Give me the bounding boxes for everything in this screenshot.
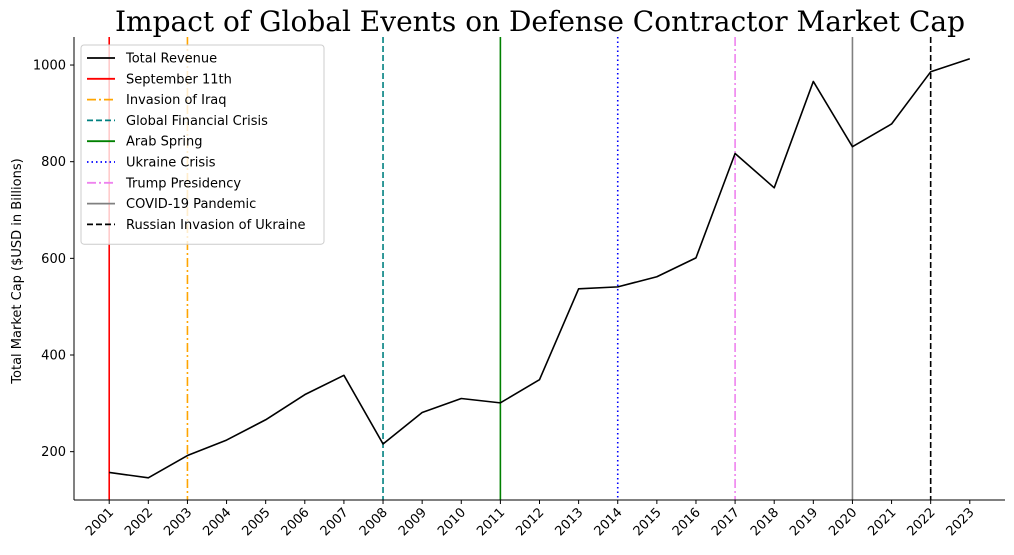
legend-label-2: Invasion of Iraq bbox=[126, 93, 227, 108]
y-ticks: 200 400 600 800 1000 bbox=[33, 59, 74, 460]
legend-label-8: Russian Invasion of Ukraine bbox=[126, 218, 306, 233]
legend-label-3: Global Financial Crisis bbox=[126, 114, 268, 129]
y-tick-label-4: 1000 bbox=[33, 59, 66, 74]
x-tick-label-9: 2010 bbox=[435, 505, 469, 539]
x-tick-label-10: 2011 bbox=[474, 505, 508, 539]
series-lines bbox=[109, 57, 971, 479]
x-tick-label-0: 2001 bbox=[83, 505, 117, 539]
y-tick-label-2: 600 bbox=[41, 252, 66, 267]
x-tick-label-16: 2017 bbox=[709, 505, 743, 539]
x-tick-label-18: 2019 bbox=[787, 505, 821, 539]
event-lines bbox=[108, 37, 932, 500]
legend-label-1: September 11th bbox=[126, 72, 232, 87]
legend-label-4: Arab Spring bbox=[126, 135, 203, 150]
x-tick-label-11: 2012 bbox=[513, 505, 547, 539]
x-tick-label-13: 2014 bbox=[592, 505, 626, 539]
x-ticks: 2001 2002 2003 2004 2005 2006 2007 2008 2009 2010… bbox=[83, 500, 978, 539]
x-tick-label-20: 2021 bbox=[865, 505, 899, 539]
x-tick-label-3: 2004 bbox=[200, 505, 234, 539]
x-tick-label-1: 2002 bbox=[122, 505, 156, 539]
series-line-0 bbox=[109, 57, 971, 479]
x-tick-label-5: 2006 bbox=[279, 505, 313, 539]
x-tick-label-15: 2016 bbox=[670, 505, 704, 539]
x-tick-label-6: 2007 bbox=[318, 505, 352, 539]
legend-label-5: Ukraine Crisis bbox=[126, 156, 216, 171]
x-tick-label-21: 2022 bbox=[905, 505, 939, 539]
legend: Total Revenue September 11th Invasion of I… bbox=[80, 44, 325, 245]
legend-label-0: Total Revenue bbox=[125, 52, 217, 67]
x-tick-label-2: 2003 bbox=[161, 505, 195, 539]
y-tick-label-1: 400 bbox=[41, 349, 66, 364]
x-tick-label-17: 2018 bbox=[748, 505, 782, 539]
x-tick-label-19: 2020 bbox=[826, 505, 860, 539]
y-tick-label-3: 800 bbox=[41, 155, 66, 170]
y-tick-label-0: 200 bbox=[41, 445, 66, 460]
x-tick-label-14: 2015 bbox=[631, 505, 665, 539]
chart-title: Impact of Global Events on Defense Contr… bbox=[115, 5, 965, 38]
x-tick-label-8: 2009 bbox=[396, 505, 430, 539]
x-tick-label-7: 2008 bbox=[357, 505, 391, 539]
y-axis-label: Total Market Cap ($USD in Billions) bbox=[10, 158, 25, 384]
x-tick-label-4: 2005 bbox=[240, 505, 274, 539]
legend-label-6: Trump Presidency bbox=[125, 176, 241, 191]
legend-box bbox=[80, 44, 325, 245]
legend-label-7: COVID-19 Pandemic bbox=[126, 197, 256, 212]
x-tick-label-12: 2013 bbox=[552, 505, 586, 539]
x-tick-label-22: 2023 bbox=[944, 505, 978, 539]
